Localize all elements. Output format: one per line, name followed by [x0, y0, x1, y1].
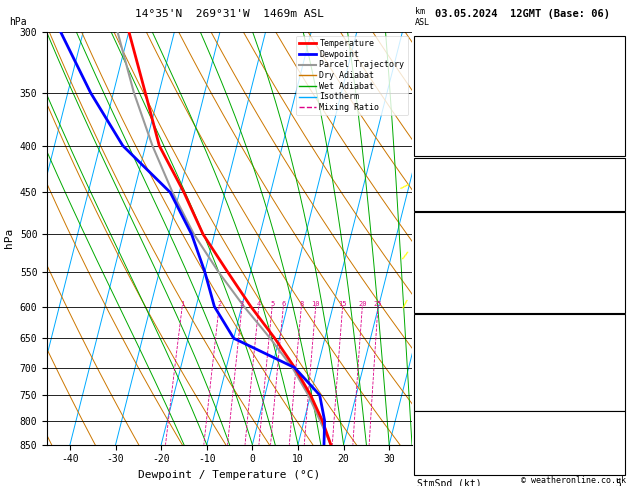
- Text: 15: 15: [610, 447, 621, 457]
- Text: 4: 4: [415, 372, 420, 381]
- Text: 5: 5: [616, 479, 621, 486]
- Text: kt: kt: [465, 38, 476, 48]
- Text: CAPE (J): CAPE (J): [417, 382, 464, 393]
- Text: 6: 6: [415, 260, 420, 269]
- Text: Totals Totals: Totals Totals: [417, 178, 493, 188]
- Text: 17.2: 17.2: [598, 232, 621, 243]
- Text: 15: 15: [338, 300, 347, 307]
- Text: Surface: Surface: [499, 216, 540, 226]
- Text: 850: 850: [604, 334, 621, 345]
- Text: Dewp (°C): Dewp (°C): [417, 248, 470, 259]
- Text: 4: 4: [257, 300, 261, 307]
- Text: 8: 8: [415, 112, 420, 122]
- Text: 10: 10: [311, 300, 320, 307]
- Text: 14°35'N  269°31'W  1469m ASL: 14°35'N 269°31'W 1469m ASL: [135, 9, 324, 19]
- Text: CAPE (J): CAPE (J): [417, 296, 464, 307]
- Text: EH: EH: [417, 431, 429, 441]
- Text: θₑ(K): θₑ(K): [417, 264, 447, 275]
- Text: SREH: SREH: [417, 447, 440, 457]
- Text: 5: 5: [270, 300, 274, 307]
- Text: Most Unstable: Most Unstable: [481, 318, 557, 329]
- Text: 5: 5: [415, 325, 420, 333]
- Text: 1: 1: [180, 300, 184, 307]
- Text: 8: 8: [299, 300, 303, 307]
- Text: Hodograph: Hodograph: [493, 415, 546, 425]
- Text: Lifted Index: Lifted Index: [417, 280, 487, 291]
- Text: K: K: [417, 162, 423, 172]
- Text: Pressure (mb): Pressure (mb): [417, 334, 493, 345]
- Text: 2: 2: [616, 366, 621, 377]
- Text: Lifted Index: Lifted Index: [417, 366, 487, 377]
- Text: 0: 0: [616, 399, 621, 409]
- Text: 1.71: 1.71: [598, 194, 621, 204]
- Text: 7: 7: [415, 184, 420, 192]
- Text: 344: 344: [604, 350, 621, 361]
- Text: 0: 0: [616, 312, 621, 323]
- Text: 6: 6: [281, 300, 286, 307]
- Text: 0: 0: [616, 382, 621, 393]
- Text: 20: 20: [610, 162, 621, 172]
- Text: 3: 3: [616, 280, 621, 291]
- Text: /: /: [402, 247, 409, 258]
- Text: PW (cm): PW (cm): [417, 194, 458, 204]
- Text: 2: 2: [415, 431, 420, 440]
- Text: CIN (J): CIN (J): [417, 312, 458, 323]
- Text: 9: 9: [616, 431, 621, 441]
- Text: 25: 25: [374, 300, 382, 307]
- Text: 03.05.2024  12GMT (Base: 06): 03.05.2024 12GMT (Base: 06): [435, 9, 610, 19]
- Text: 2: 2: [217, 300, 221, 307]
- Text: © weatheronline.co.uk: © weatheronline.co.uk: [521, 476, 626, 485]
- Text: StmSpd (kt): StmSpd (kt): [417, 479, 482, 486]
- Legend: Temperature, Dewpoint, Parcel Trajectory, Dry Adiabat, Wet Adiabat, Isotherm, Mi: Temperature, Dewpoint, Parcel Trajectory…: [296, 36, 408, 115]
- Text: /: /: [403, 296, 409, 307]
- Text: 3: 3: [240, 300, 244, 307]
- Text: 15.7: 15.7: [598, 248, 621, 259]
- X-axis label: Dewpoint / Temperature (°C): Dewpoint / Temperature (°C): [138, 470, 321, 480]
- Text: /: /: [401, 180, 411, 190]
- Text: 0: 0: [616, 296, 621, 307]
- Text: 343: 343: [604, 264, 621, 275]
- Text: StmDir: StmDir: [417, 463, 452, 473]
- Text: km
ASL: km ASL: [415, 7, 430, 27]
- Text: CIN (J): CIN (J): [417, 399, 458, 409]
- Text: 36°: 36°: [604, 463, 621, 473]
- Text: hPa: hPa: [9, 17, 27, 27]
- Text: 38: 38: [610, 178, 621, 188]
- Text: 3: 3: [415, 414, 420, 423]
- Text: 20: 20: [358, 300, 367, 307]
- Text: Temp (°C): Temp (°C): [417, 232, 470, 243]
- Text: Mixing Ratio (g/kg): Mixing Ratio (g/kg): [428, 191, 437, 286]
- Y-axis label: hPa: hPa: [4, 228, 14, 248]
- Text: LCL: LCL: [412, 438, 432, 447]
- Text: θₑ (K): θₑ (K): [417, 350, 452, 361]
